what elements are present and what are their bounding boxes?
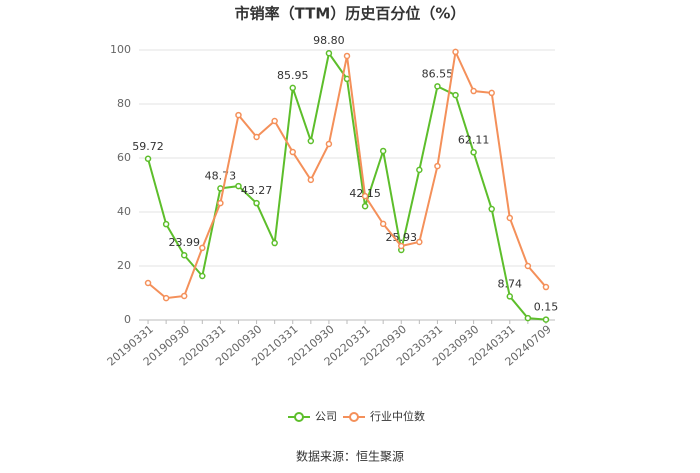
point: [325, 49, 333, 57]
point: [398, 242, 405, 250]
point: [235, 111, 242, 119]
point: [162, 220, 170, 228]
point: [199, 272, 206, 280]
point: [343, 52, 351, 60]
data-label: 25.93: [386, 231, 418, 244]
point: [470, 149, 477, 156]
point: [542, 316, 550, 323]
y-tick-label: 100: [110, 43, 131, 56]
point: [379, 220, 387, 228]
y-tick-label: 20: [117, 259, 131, 272]
point: [289, 84, 296, 92]
y-tick-label: 80: [117, 97, 131, 110]
y-tick-label: 40: [117, 205, 131, 218]
point: [180, 292, 188, 300]
data-label: 48.73: [205, 169, 237, 182]
point: [271, 117, 278, 125]
point: [235, 182, 242, 190]
point: [199, 244, 206, 252]
point: [506, 293, 514, 300]
point: [307, 176, 315, 184]
point: [434, 162, 441, 170]
legend-marker: [294, 412, 304, 422]
point: [434, 83, 441, 90]
data-label: 59.72: [132, 140, 164, 153]
data-label: 43.27: [241, 184, 273, 197]
point: [416, 238, 423, 246]
data-label: 85.95: [277, 69, 309, 82]
chart-title: 市销率（TTM）历史百分位（%）: [235, 5, 466, 23]
point: [144, 279, 152, 287]
point: [361, 202, 369, 210]
point: [253, 133, 260, 141]
legend-marker: [349, 412, 359, 422]
point: [488, 205, 495, 213]
point: [452, 48, 459, 56]
data-label: 98.80: [313, 34, 345, 47]
data-label: 8.74: [498, 277, 523, 290]
point: [217, 199, 224, 207]
point: [289, 148, 296, 156]
point: [271, 239, 278, 247]
point: [253, 199, 260, 207]
point: [488, 89, 495, 97]
point: [542, 283, 550, 291]
point: [379, 147, 387, 155]
point: [524, 262, 532, 270]
source: 数据来源：恒生聚源: [296, 449, 404, 464]
data-label: 86.55: [422, 67, 454, 80]
point: [162, 294, 170, 302]
point: [361, 192, 369, 200]
point: [524, 314, 532, 322]
point: [416, 166, 423, 174]
point: [506, 214, 514, 222]
point: [452, 91, 459, 99]
data-label: 23.99: [168, 236, 200, 249]
data-label: 62.11: [458, 133, 490, 146]
y-tick-label: 60: [117, 151, 131, 164]
legend-label: 行业中位数: [370, 409, 425, 423]
point: [180, 251, 188, 259]
point: [325, 140, 333, 148]
data-label: 0.15: [534, 301, 559, 314]
legend-label: 公司: [315, 410, 337, 423]
point: [470, 87, 477, 95]
point: [307, 137, 315, 145]
point: [144, 155, 152, 163]
y-tick-label: 0: [124, 313, 131, 326]
